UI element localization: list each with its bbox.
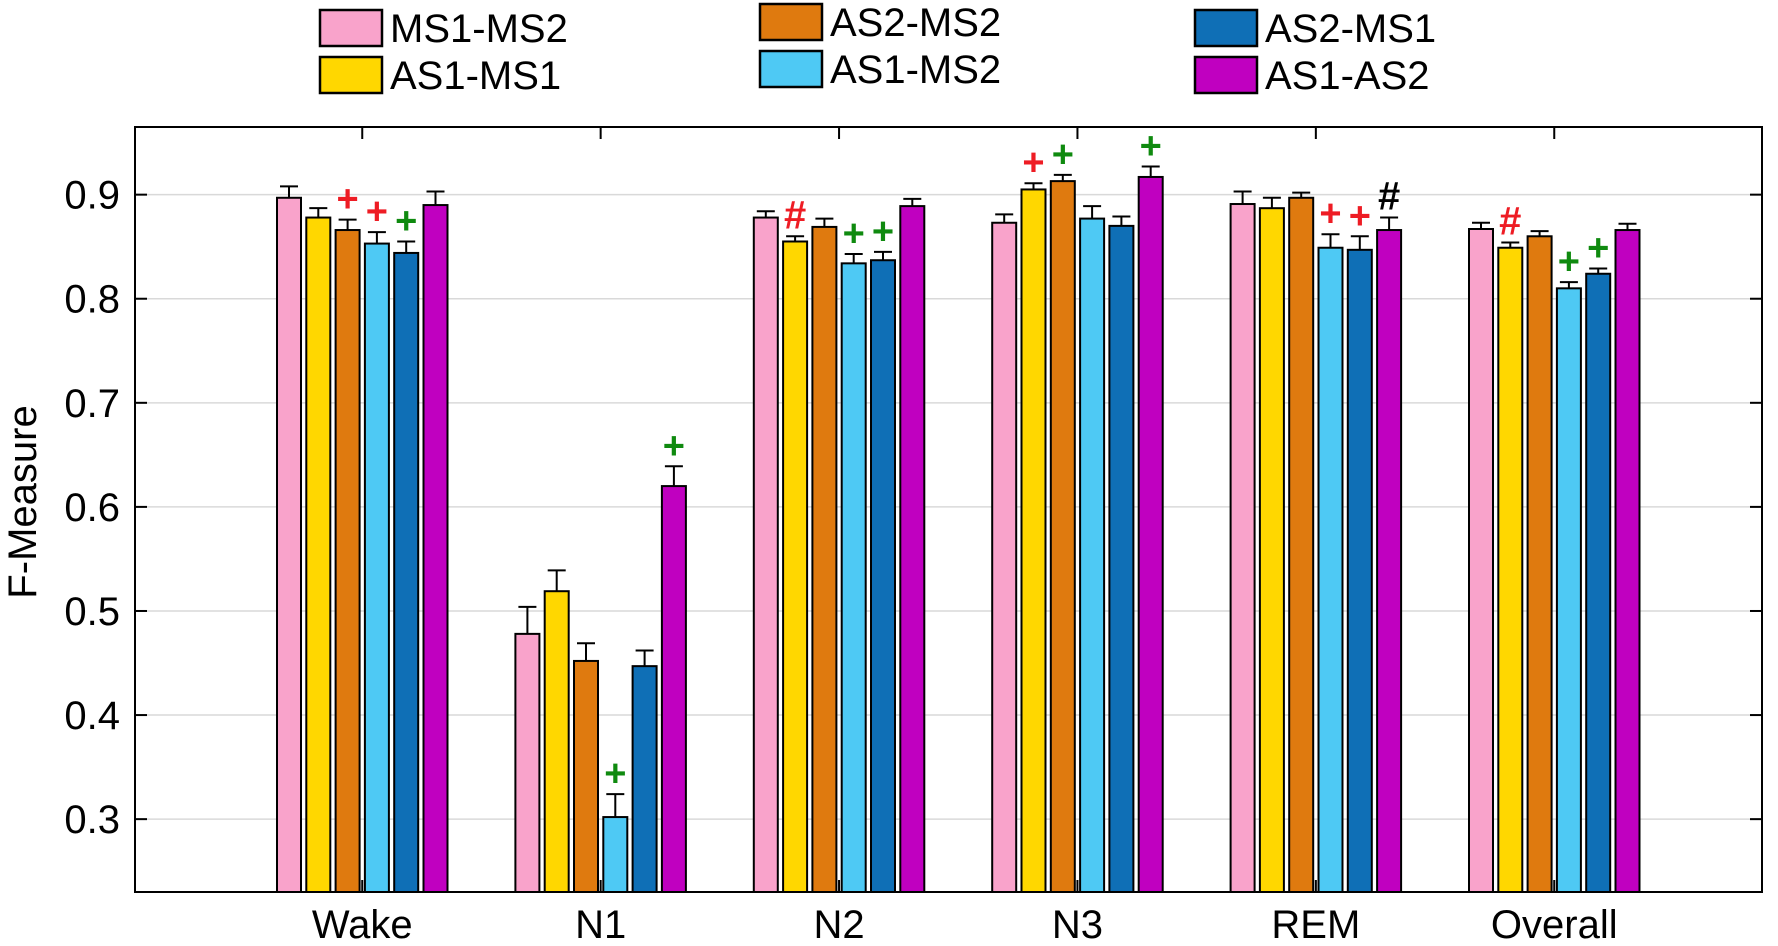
bar-AS1-MS2-Overall [1555,287,1582,893]
legend-item-AS1-AS2: AS1-AS2 [1193,54,1430,98]
bar-layer [276,165,1641,894]
significance-marker: + [366,191,388,233]
x-tick-label: N3 [1052,903,1103,946]
significance-marker: + [336,179,358,221]
bar-AS1-MS2-N1 [602,816,629,893]
bar-AS1-MS2-Wake [363,242,390,894]
bar-AS2-MS2-N2 [811,225,838,893]
significance-marker: + [663,425,685,467]
legend-item-AS2-MS2: AS2-MS2 [758,1,1001,45]
legend-label: MS1-MS2 [390,7,568,51]
significance-marker: + [395,200,417,242]
bar-AS2-MS1-N3 [1108,224,1135,893]
y-tick-label: 0.7 [64,382,120,426]
bar-AS2-MS1-REM [1346,248,1373,893]
legend-swatch [1193,8,1259,48]
significance-marker: + [1587,228,1609,270]
frame-layer [134,126,1763,893]
y-tick-label: 0.9 [64,174,120,218]
bar-AS1-MS2-N2 [840,262,867,893]
y-tick-label: 0.8 [64,278,120,322]
y-tick-label: 0.3 [64,798,120,842]
x-tick-label: Wake [312,903,413,946]
y-tick-label: 0.5 [64,590,120,634]
bar-AS1-MS1-N1 [543,590,570,894]
bar-AS2-MS1-N1 [631,665,658,894]
bar-AS1-AS2-N3 [1137,175,1164,894]
bar-AS1-AS2-Overall [1614,229,1641,893]
significance-marker: # [1378,175,1400,219]
bar-AS2-MS2-REM [1288,196,1315,893]
legend-swatch [1193,55,1259,95]
significance-marker: + [1140,126,1162,168]
legend-swatch [758,49,824,89]
legend-swatch [318,55,384,95]
bar-AS1-AS2-N2 [899,205,926,893]
x-tick-label: N1 [575,903,626,946]
significance-marker: + [1022,142,1044,184]
y-axis-label: F-Measure [1,405,45,598]
significance-marker: + [1052,134,1074,176]
plot-frame [134,126,1763,893]
y-tick-label: 0.6 [64,486,120,530]
bar-AS1-AS2-REM [1376,229,1403,893]
significance-marker: + [1319,193,1341,235]
bar-AS2-MS1-N2 [870,259,896,893]
significance-marker: + [843,213,865,255]
bar-AS1-MS1-Wake [305,216,332,893]
x-tick-label: Overall [1491,903,1618,946]
bar-AS1-AS2-Wake [422,204,449,893]
x-tick-label: REM [1271,903,1360,946]
significance-marker: # [784,193,806,237]
significance-marker: # [1499,200,1521,244]
legend-swatch [758,2,824,42]
bar-AS1-MS2-REM [1317,246,1344,894]
bar-MS1-MS2-REM [1229,203,1256,894]
significance-marker: + [1349,195,1371,237]
legend-label: AS1-AS2 [1265,54,1430,98]
bar-AS2-MS2-Overall [1526,235,1553,894]
bar-MS1-MS2-N1 [514,632,541,893]
tick-layer: 0.3 0.4 0.5 0.6 0.7 0.8 0.9 Wake N1 N2 N3 REM Overal… [64,127,1762,946]
legend-label: AS1-MS2 [830,48,1001,92]
legend-label: AS2-MS1 [1265,7,1436,51]
bar-MS1-MS2-N3 [991,221,1018,893]
legend-item-AS1-MS1: AS1-MS1 [318,54,561,98]
legend-item-AS2-MS1: AS2-MS1 [1193,7,1436,51]
y-tick-label: 0.4 [64,694,120,738]
bar-AS1-MS1-REM [1258,207,1285,894]
bar-AS2-MS2-N3 [1049,180,1076,894]
bar-MS1-MS2-N2 [752,216,779,893]
legend-label: AS2-MS2 [830,1,1001,45]
marker-layer: + + +++# + ++ + ++ + ##+ + [336,126,1609,796]
legend-label: AS1-MS1 [390,54,561,98]
legend-swatch [318,8,384,48]
significance-marker: + [604,753,626,795]
bar-AS2-MS2-N1 [573,659,599,893]
bar-AS2-MS1-Overall [1585,272,1612,893]
significance-marker: + [872,211,894,253]
bar-AS2-MS2-Wake [334,229,361,893]
bar-AS1-MS1-Overall [1497,246,1524,894]
bar-AS1-AS2-N1 [660,485,687,893]
bar-AS1-MS1-N2 [782,240,809,893]
legend-item-MS1-MS2: MS1-MS2 [318,7,568,51]
bar-MS1-MS2-Wake [276,196,302,893]
bar-AS2-MS1-Wake [393,251,420,893]
bar-MS1-MS2-Overall [1468,228,1494,893]
significance-marker: + [1558,241,1580,283]
legend-item-AS1-MS2: AS1-MS2 [758,48,1001,92]
bar-AS1-MS1-N3 [1020,188,1047,893]
x-tick-label: N2 [813,903,864,946]
bar-AS1-MS2-N3 [1079,217,1106,893]
